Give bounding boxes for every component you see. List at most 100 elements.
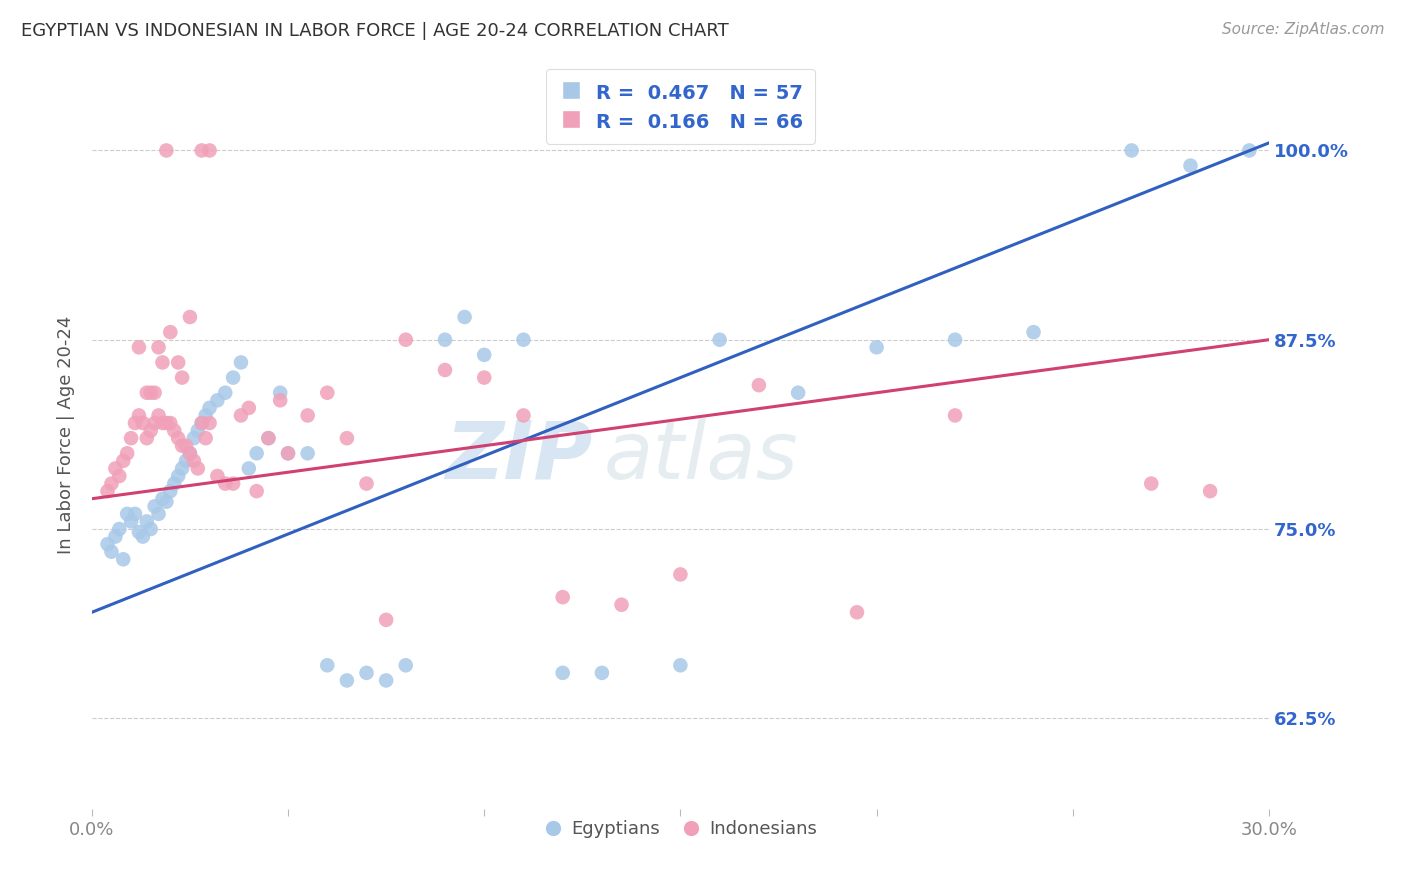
Point [395,333,418,347]
Point [124,416,146,430]
Point [198,416,221,430]
Point [433,333,456,347]
Point [159,416,181,430]
Point [100,476,122,491]
Point [1199,484,1222,499]
Point [179,446,201,460]
Point [135,515,157,529]
Point [132,416,155,430]
Point [115,446,138,460]
Point [846,605,869,619]
Point [375,673,398,688]
Point [238,461,260,475]
Text: EGYPTIAN VS INDONESIAN IN LABOR FORCE | AGE 20-24 CORRELATION CHART: EGYPTIAN VS INDONESIAN IN LABOR FORCE | … [21,22,728,40]
Point [108,469,131,483]
Point [128,340,150,354]
Point [183,454,205,468]
Text: ZIP: ZIP [444,417,592,496]
Point [148,340,170,354]
Point [1239,144,1261,158]
Point [187,424,209,438]
Point [246,484,269,499]
Point [1140,476,1163,491]
Point [159,325,181,339]
Point [143,385,166,400]
Point [198,144,221,158]
Point [1022,325,1045,339]
Point [395,658,418,673]
Point [143,416,166,430]
Point [229,355,252,369]
Point [120,431,142,445]
Point [152,491,174,506]
Point [214,385,236,400]
Point [787,385,810,400]
Point [472,348,495,362]
Point [104,530,127,544]
Point [207,469,229,483]
Point [269,393,291,408]
Point [865,340,887,354]
Point [128,524,150,539]
Point [167,431,190,445]
Point [246,446,269,460]
Point [152,416,174,430]
Point [148,507,170,521]
Point [207,393,229,408]
Point [187,461,209,475]
Point [183,431,205,445]
Point [190,144,212,158]
Point [167,355,190,369]
Point [139,522,162,536]
Point [669,658,692,673]
Legend: Egyptians, Indonesians: Egyptians, Indonesians [537,813,824,845]
Point [135,385,157,400]
Point [453,310,475,324]
Point [1180,159,1202,173]
Point [610,598,633,612]
Point [104,461,127,475]
Point [155,416,177,430]
Point [943,333,966,347]
Y-axis label: In Labor Force | Age 20-24: In Labor Force | Age 20-24 [58,315,75,554]
Point [194,409,217,423]
Point [472,370,495,384]
Point [1121,144,1143,158]
Point [100,545,122,559]
Point [277,446,299,460]
Point [190,416,212,430]
Point [143,500,166,514]
Point [316,658,339,673]
Point [356,476,378,491]
Point [155,495,177,509]
Point [316,385,339,400]
Text: Source: ZipAtlas.com: Source: ZipAtlas.com [1222,22,1385,37]
Point [152,355,174,369]
Point [194,431,217,445]
Point [190,416,212,430]
Point [222,370,245,384]
Point [112,454,135,468]
Point [748,378,770,392]
Point [155,144,177,158]
Point [132,530,155,544]
Point [591,665,613,680]
Point [222,476,245,491]
Point [139,424,162,438]
Point [172,370,194,384]
Point [108,522,131,536]
Point [112,552,135,566]
Point [277,446,299,460]
Point [179,310,201,324]
Point [433,363,456,377]
Point [148,409,170,423]
Point [179,446,201,460]
Point [356,665,378,680]
Point [159,484,181,499]
Point [174,454,197,468]
Point [297,409,319,423]
Point [135,431,157,445]
Point [172,461,194,475]
Point [229,409,252,423]
Point [139,385,162,400]
